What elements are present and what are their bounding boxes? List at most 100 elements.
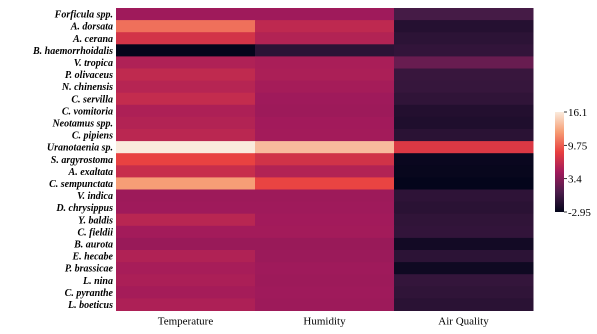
colorbar-tick-label: 16.1	[568, 107, 587, 119]
heatmap-cell	[255, 44, 395, 57]
heatmap-cell	[116, 116, 256, 130]
heatmap-cell	[116, 225, 256, 239]
column-label: Humidity	[303, 316, 346, 328]
heatmap-cell	[116, 165, 256, 178]
row-label: Forficula spp.	[54, 10, 113, 21]
heatmap-cell	[394, 201, 534, 215]
row-label: C. sempunctata	[49, 179, 113, 190]
row-label: D. chrysippus	[55, 203, 113, 214]
heatmap-cell	[394, 104, 534, 118]
row-label: A. dorsata	[70, 22, 113, 33]
heatmap-cell	[255, 250, 395, 263]
heatmap-cell	[255, 80, 395, 94]
row-label: B. haemorrhoidalis	[32, 46, 113, 57]
row-label: P. brassicae	[65, 264, 114, 275]
row-label: C. pipiens	[72, 131, 113, 142]
colorbar-ticks: 16.1 9.75 3.4 -2.95	[564, 107, 591, 219]
row-label: N. chinensis	[61, 82, 113, 93]
heatmap-cell	[116, 189, 256, 203]
heatmap-cell	[255, 104, 395, 118]
heatmap-cell	[116, 237, 256, 251]
heatmap-cell	[394, 153, 534, 166]
heatmap-cell	[116, 20, 256, 33]
row-label: B. aurota	[73, 239, 113, 250]
heatmap-cell	[116, 298, 256, 311]
heatmap-cell	[255, 225, 395, 239]
heatmap-cell	[255, 8, 395, 21]
heatmap-cell	[394, 250, 534, 263]
heatmap-cell	[394, 225, 534, 239]
row-label: L. nina	[82, 276, 113, 287]
heatmap-cell	[394, 116, 534, 130]
heatmap-cell	[255, 141, 395, 154]
row-label: E. hecabe	[71, 252, 113, 263]
heatmap-cell	[116, 286, 256, 299]
heatmap-cell	[116, 80, 256, 94]
heatmap-cell	[255, 213, 395, 227]
heatmap-cell	[255, 237, 395, 251]
heatmap-cell	[394, 32, 534, 45]
heatmap-cell	[116, 262, 256, 275]
heatmap-cell	[116, 213, 256, 227]
heatmap-cell	[116, 201, 256, 215]
column-labels: Temperature Humidity Air Quality	[158, 316, 489, 328]
heatmap-cell	[394, 44, 534, 57]
heatmap-cell	[394, 56, 534, 69]
heatmap-cell	[255, 274, 395, 287]
heatmap-cell	[116, 44, 256, 57]
heatmap-cell	[116, 32, 256, 45]
heatmap-cell	[116, 129, 256, 142]
row-label: Y. baldis	[78, 215, 113, 226]
heatmap-cell	[116, 56, 256, 69]
heatmap-cell	[255, 298, 395, 311]
heatmap-cell	[255, 92, 395, 106]
row-label: V. indica	[77, 191, 113, 202]
colorbar-tick-label: 9.75	[568, 140, 588, 152]
heatmap-cell	[394, 141, 534, 154]
column-label: Temperature	[158, 316, 214, 328]
row-label: V. tropica	[74, 58, 113, 69]
colorbar: 16.1 9.75 3.4 -2.95	[555, 107, 591, 219]
heatmap-cell	[255, 129, 395, 142]
heatmap-cell	[394, 286, 534, 299]
row-label: C. pyranthe	[65, 288, 114, 299]
heatmap-cell	[255, 189, 395, 203]
heatmap-cell	[255, 286, 395, 299]
heatmap-cell	[394, 298, 534, 311]
heatmap-cell	[116, 153, 256, 166]
heatmap-cell	[394, 165, 534, 178]
heatmap-cell	[394, 20, 534, 33]
heatmap-cell	[255, 177, 395, 190]
row-label: A. exaltata	[68, 167, 113, 178]
heatmap-cells	[116, 8, 534, 311]
colorbar-tick-label: 3.4	[568, 174, 582, 186]
row-label: C. fieldii	[77, 227, 113, 238]
heatmap-cell	[116, 177, 256, 190]
heatmap-cell	[394, 213, 534, 227]
heatmap-cell	[116, 68, 256, 82]
heatmap-cell	[255, 116, 395, 130]
heatmap-cell	[394, 274, 534, 287]
heatmap-cell	[255, 20, 395, 33]
row-label: A. cerana	[72, 34, 113, 45]
heatmap-cell	[116, 274, 256, 287]
heatmap-cell	[255, 68, 395, 82]
heatmap-cell	[394, 8, 534, 21]
heatmap-cell	[116, 141, 256, 154]
heatmap-cell	[255, 201, 395, 215]
heatmap-cell	[116, 8, 256, 21]
heatmap-cell	[394, 129, 534, 142]
row-label: C. vomitoria	[62, 106, 113, 117]
row-label: L. boeticus	[67, 300, 113, 311]
row-label: P. olivaceus	[65, 70, 113, 81]
heatmap-cell	[394, 92, 534, 106]
heatmap-cell	[394, 262, 534, 275]
heatmap-cell	[394, 189, 534, 203]
colorbar-tick-label: -2.95	[568, 207, 591, 219]
colorbar-gradient	[555, 112, 564, 212]
column-label: Air Quality	[438, 316, 489, 328]
row-label: Uranotaenia sp.	[47, 143, 113, 154]
heatmap-cell	[394, 237, 534, 251]
